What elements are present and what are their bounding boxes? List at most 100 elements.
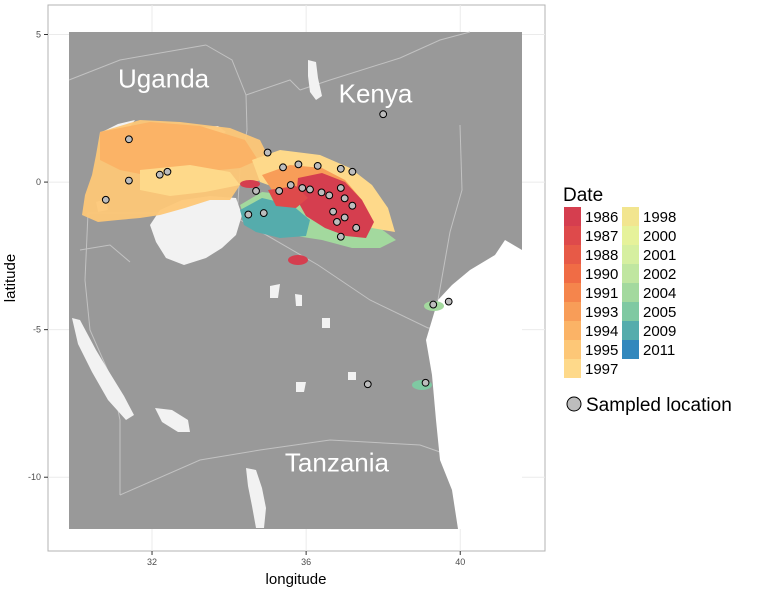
sampled-location-point xyxy=(101,195,110,204)
legend-label-2001: 2001 xyxy=(643,247,676,264)
lake-tanganyika xyxy=(72,318,134,420)
legend-swatch-1986 xyxy=(564,207,581,226)
small-lake-1 xyxy=(296,382,306,392)
legend-swatch-1988 xyxy=(564,245,581,264)
legend-swatch-1998 xyxy=(622,207,639,226)
sampled-location-point xyxy=(340,194,349,203)
legend-label-1993: 1993 xyxy=(585,304,618,321)
legend-label-1998: 1998 xyxy=(643,209,676,226)
sampled-location-point xyxy=(294,160,303,169)
sampled-location-point xyxy=(333,218,341,226)
country-label-tanzania: Tanzania xyxy=(285,447,390,477)
sampled-location-point xyxy=(325,191,334,200)
sampled-location-point xyxy=(336,164,345,173)
y-tick-label: 0 xyxy=(36,177,41,187)
y-tick-label: -5 xyxy=(33,325,41,335)
legend-label-1995: 1995 xyxy=(585,342,618,359)
sampled-location-point xyxy=(313,161,322,170)
legend-items: 1986 1987 1988 1990 1991 1993 1994 1995 1997 1998… xyxy=(564,207,676,378)
legend-swatch-2004 xyxy=(622,283,639,302)
spread-region-small-red xyxy=(288,255,308,265)
sampled-location-point xyxy=(352,223,361,232)
y-axis-label: latitude xyxy=(2,254,19,302)
legend-title: Date xyxy=(563,185,603,206)
tanzania-southern-border xyxy=(119,439,441,496)
small-lake-2 xyxy=(348,372,356,380)
legend-label-1987: 1987 xyxy=(585,228,618,245)
sampled-location-point xyxy=(348,167,357,176)
legend-swatch-2009 xyxy=(622,321,639,340)
legend-label-2002: 2002 xyxy=(643,266,676,283)
lake-natron xyxy=(295,294,302,306)
sampled-location-point xyxy=(163,167,172,176)
spread-region-kenya-red xyxy=(296,173,374,238)
sampled-location-point xyxy=(263,148,272,157)
x-axis-ticks: 32 36 40 xyxy=(147,551,465,567)
y-tick-label: -10 xyxy=(28,472,41,482)
legend-swatch-2002 xyxy=(622,264,639,283)
rwanda-burundi-border xyxy=(79,244,131,263)
sampled-location-point xyxy=(155,170,164,179)
lake-turkana xyxy=(308,60,322,100)
legend-swatch-1993 xyxy=(564,302,581,321)
sampled-location-point xyxy=(279,163,287,172)
lake-rukwa xyxy=(155,408,190,432)
sampled-location-point xyxy=(259,209,268,217)
legend-swatch-2011 xyxy=(622,340,639,359)
sampled-location-point xyxy=(275,187,284,195)
legend-swatch-1997 xyxy=(564,359,581,378)
x-tick-label: 36 xyxy=(301,557,311,567)
sampled-location-point xyxy=(317,188,326,197)
country-label-uganda: Uganda xyxy=(118,64,210,94)
sampled-location-point xyxy=(244,210,253,219)
sampled-location-point xyxy=(363,380,372,389)
legend-label-1994: 1994 xyxy=(585,323,618,340)
legend-label-1986: 1986 xyxy=(585,209,618,226)
legend-swatch-1994 xyxy=(564,321,581,340)
x-tick-label: 32 xyxy=(147,557,157,567)
sampled-locations xyxy=(101,110,453,389)
x-tick-label: 40 xyxy=(455,557,465,567)
sampled-location-point xyxy=(336,232,345,241)
legend-point-label: Sampled location xyxy=(586,395,732,416)
sampled-location-point xyxy=(306,185,314,194)
legend-swatch-1991 xyxy=(564,283,581,302)
legend-label-2000: 2000 xyxy=(643,228,676,245)
kenya-ethiopia-border xyxy=(299,31,471,91)
sampled-location-point xyxy=(286,181,295,189)
legend-swatch-2000 xyxy=(622,226,639,245)
legend-swatch-1995 xyxy=(564,340,581,359)
legend-label-1988: 1988 xyxy=(585,247,618,264)
spread-region-central-teal xyxy=(240,198,310,238)
sampled-location-point xyxy=(336,184,345,192)
sampled-location-point xyxy=(348,201,357,210)
legend-swatch-1987 xyxy=(564,226,581,245)
legend-swatch-1990 xyxy=(564,264,581,283)
legend-label-2005: 2005 xyxy=(643,304,676,321)
tanzania-western-border xyxy=(84,212,121,495)
sampled-location-point xyxy=(298,184,307,192)
spread-region-small-red-north xyxy=(240,180,260,188)
sampled-location-point xyxy=(252,187,260,195)
uganda-sudan-border xyxy=(68,44,207,81)
y-tick-label: 5 xyxy=(36,30,41,40)
sampled-location-point xyxy=(340,213,349,222)
legend-swatch-2001 xyxy=(622,245,639,264)
lake-eyasi xyxy=(270,284,280,298)
legend-label-1990: 1990 xyxy=(585,266,618,283)
legend-swatch-2005 xyxy=(622,302,639,321)
x-axis-label: longitude xyxy=(266,571,327,588)
lake-victoria xyxy=(150,196,242,265)
legend-label-1997: 1997 xyxy=(585,361,618,378)
legend-label-2009: 2009 xyxy=(643,323,676,340)
lake-manyara xyxy=(322,318,330,328)
legend-point-symbol xyxy=(566,396,582,412)
country-labels: Uganda Kenya Tanzania xyxy=(118,64,413,478)
lake-malawi xyxy=(246,468,266,528)
y-axis-ticks: 5 0 -5 -10 xyxy=(28,30,48,482)
sampled-location-point xyxy=(429,300,438,309)
indian-ocean xyxy=(426,240,522,529)
sampled-location-point xyxy=(421,378,430,387)
legend: Date 1986 1987 1988 1990 1991 1993 1994 1995 199… xyxy=(563,185,732,416)
